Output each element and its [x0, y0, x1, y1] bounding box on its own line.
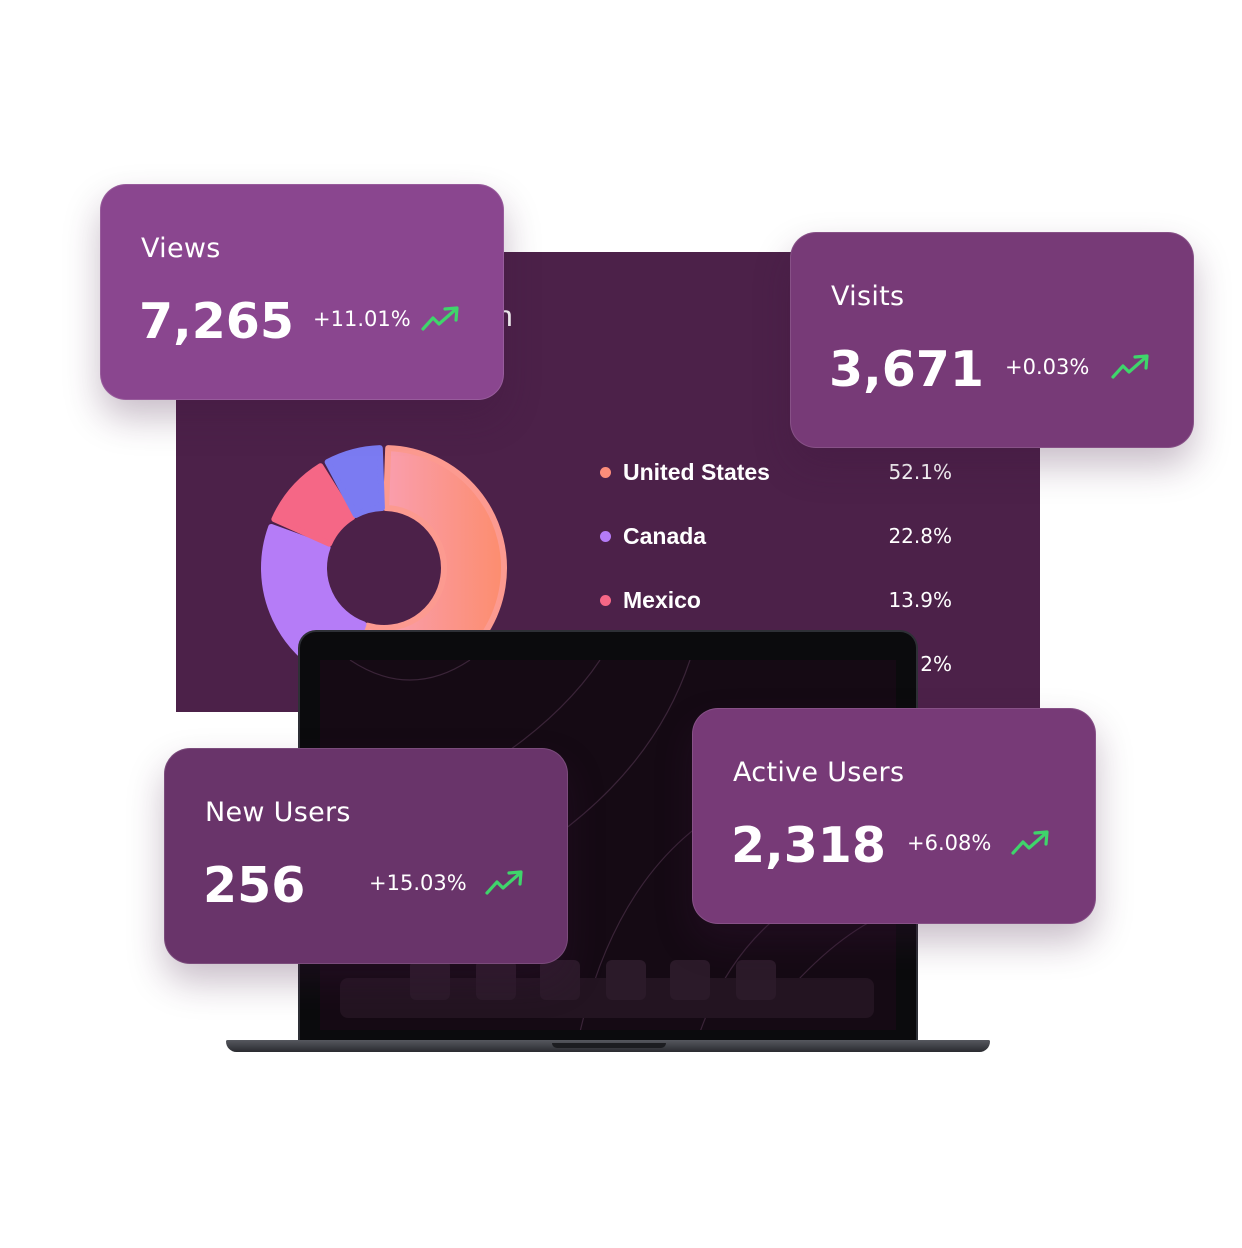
legend-dot — [600, 594, 611, 606]
active-users-card: Active Users 2,318 +6.08% — [692, 708, 1096, 924]
donut-segment-other — [324, 445, 385, 519]
legend-label: United States — [623, 458, 770, 485]
new-users-card: New Users 256 +15.03% — [164, 748, 568, 964]
legend-value: 2% — [920, 652, 952, 676]
card-label: New Users — [205, 797, 351, 828]
legend-label: Canada — [623, 522, 707, 549]
legend-value: 22.8% — [888, 524, 952, 548]
trend-up-icon — [421, 306, 459, 331]
legend-item-canada: Canada 22.8% — [600, 520, 952, 552]
legend-item-united-states: United States 52.1% — [600, 456, 952, 488]
legend-label: Mexico — [623, 586, 701, 613]
legend-dot — [600, 466, 611, 478]
card-change: +15.03% — [369, 871, 467, 895]
card-change: +6.08% — [907, 831, 992, 855]
card-value: 7,265 — [139, 293, 294, 350]
card-value: 2,318 — [731, 817, 886, 874]
visits-card: Visits 3,671 +0.03% — [790, 232, 1194, 448]
card-label: Visits — [831, 281, 905, 312]
trend-up-icon — [485, 870, 523, 895]
legend-item-mexico: Mexico 13.9% — [600, 584, 952, 616]
trend-up-icon — [1111, 354, 1149, 379]
card-value: 3,671 — [829, 341, 984, 398]
legend-value: 52.1% — [888, 460, 952, 484]
laptop-notch — [552, 1043, 666, 1048]
legend-dot — [600, 530, 611, 542]
donut-segment-mexico — [271, 463, 356, 547]
card-change: +11.01% — [313, 307, 411, 331]
legend-item-other: 2% — [600, 648, 952, 680]
views-card: Views 7,265 +11.01% — [100, 184, 504, 400]
card-label: Views — [141, 233, 221, 264]
legend-value: 13.9% — [888, 588, 952, 612]
card-change: +0.03% — [1005, 355, 1090, 379]
trend-up-icon — [1011, 830, 1049, 855]
card-label: Active Users — [733, 757, 905, 788]
card-value: 256 — [203, 857, 306, 914]
